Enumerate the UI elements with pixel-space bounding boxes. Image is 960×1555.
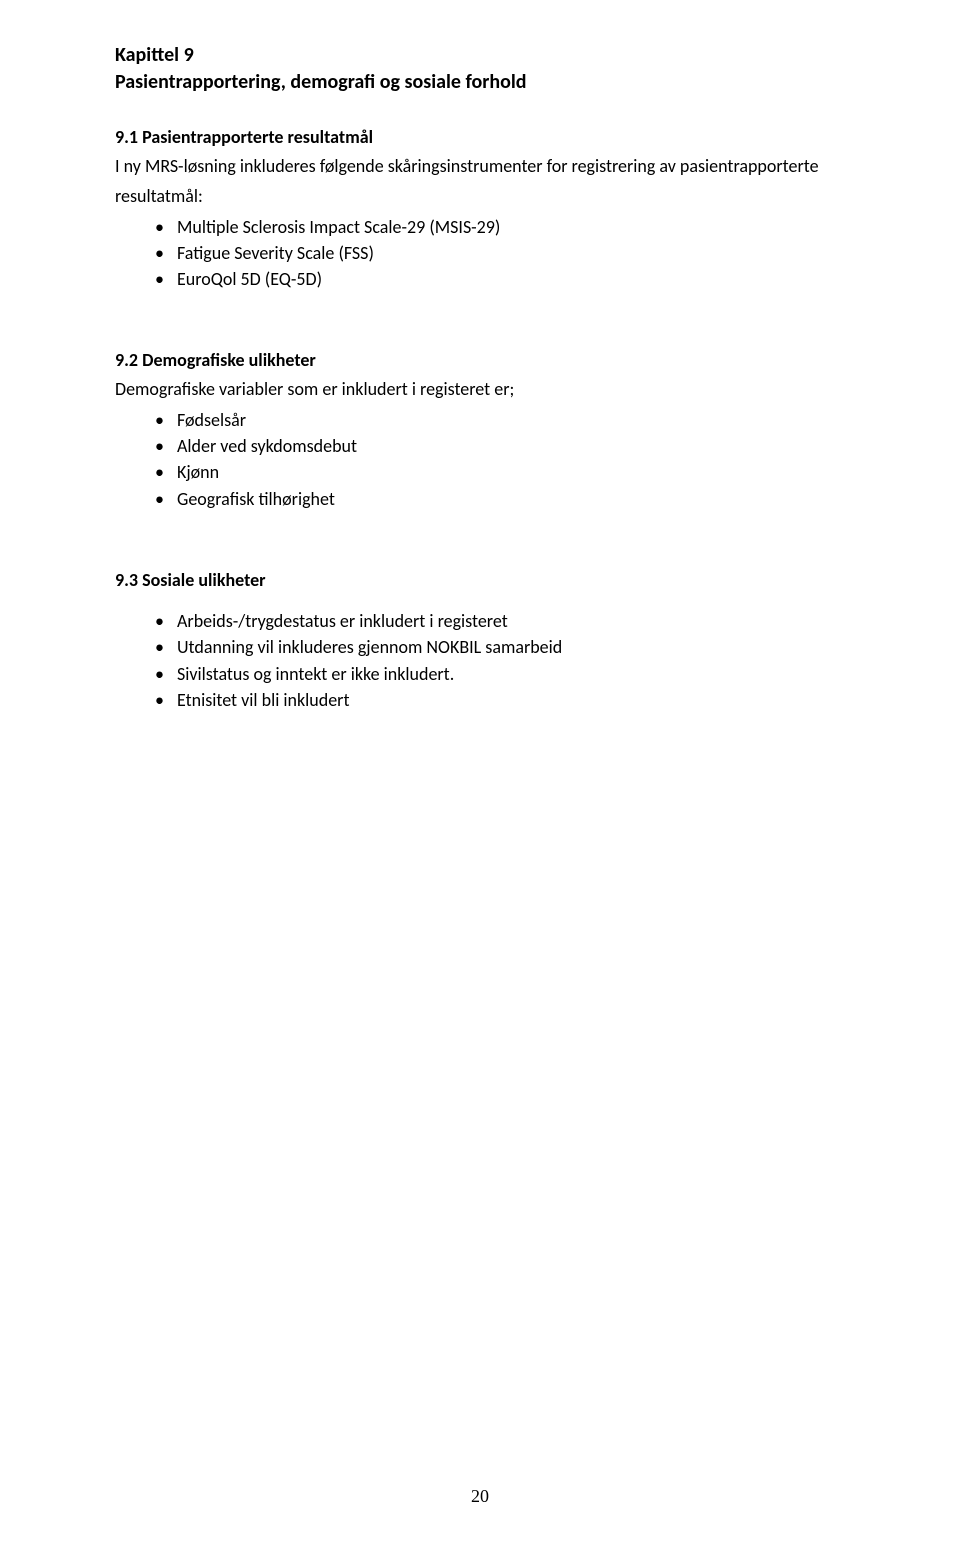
section-9-2: 9.2 Demografiske ulikheter Demografiske … xyxy=(115,349,860,510)
section-intro-line: resultatmål: xyxy=(115,184,860,208)
list-item: Arbeids-/trygdestatus er inkludert i reg… xyxy=(155,609,860,633)
page-number: 20 xyxy=(0,1486,960,1507)
section-9-3: 9.3 Sosiale ulikheter Arbeids-/trygdesta… xyxy=(115,569,860,712)
list-item: Fatigue Severity Scale (FSS) xyxy=(155,241,860,265)
list-item: Multiple Sclerosis Impact Scale-29 (MSIS… xyxy=(155,215,860,239)
list-item: EuroQol 5D (EQ-5D) xyxy=(155,267,860,291)
section-9-1: 9.1 Pasientrapporterte resultatmål I ny … xyxy=(115,126,860,291)
section-heading: 9.1 Pasientrapporterte resultatmål xyxy=(115,126,860,148)
chapter-heading: Kapittel 9 Pasientrapportering, demograf… xyxy=(115,42,860,96)
list-item: Alder ved sykdomsdebut xyxy=(155,434,860,458)
list-item: Etnisitet vil bli inkludert xyxy=(155,688,860,712)
chapter-title: Pasientrapportering, demografi og sosial… xyxy=(115,69,860,96)
bullet-list: Fødselsår Alder ved sykdomsdebut Kjønn G… xyxy=(115,408,860,511)
list-item: Kjønn xyxy=(155,460,860,484)
section-heading: 9.2 Demografiske ulikheter xyxy=(115,349,860,371)
chapter-label: Kapittel 9 xyxy=(115,42,860,69)
list-item: Geografisk tilhørighet xyxy=(155,487,860,511)
section-heading: 9.3 Sosiale ulikheter xyxy=(115,569,860,591)
bullet-list: Arbeids-/trygdestatus er inkludert i reg… xyxy=(115,609,860,712)
list-item: Sivilstatus og inntekt er ikke inkludert… xyxy=(155,662,860,686)
section-intro-line: I ny MRS-løsning inkluderes følgende skå… xyxy=(115,154,860,178)
bullet-list: Multiple Sclerosis Impact Scale-29 (MSIS… xyxy=(115,215,860,292)
list-item: Fødselsår xyxy=(155,408,860,432)
section-intro: Demografiske variabler som er inkludert … xyxy=(115,377,860,401)
list-item: Utdanning vil inkluderes gjennom NOKBIL … xyxy=(155,635,860,659)
